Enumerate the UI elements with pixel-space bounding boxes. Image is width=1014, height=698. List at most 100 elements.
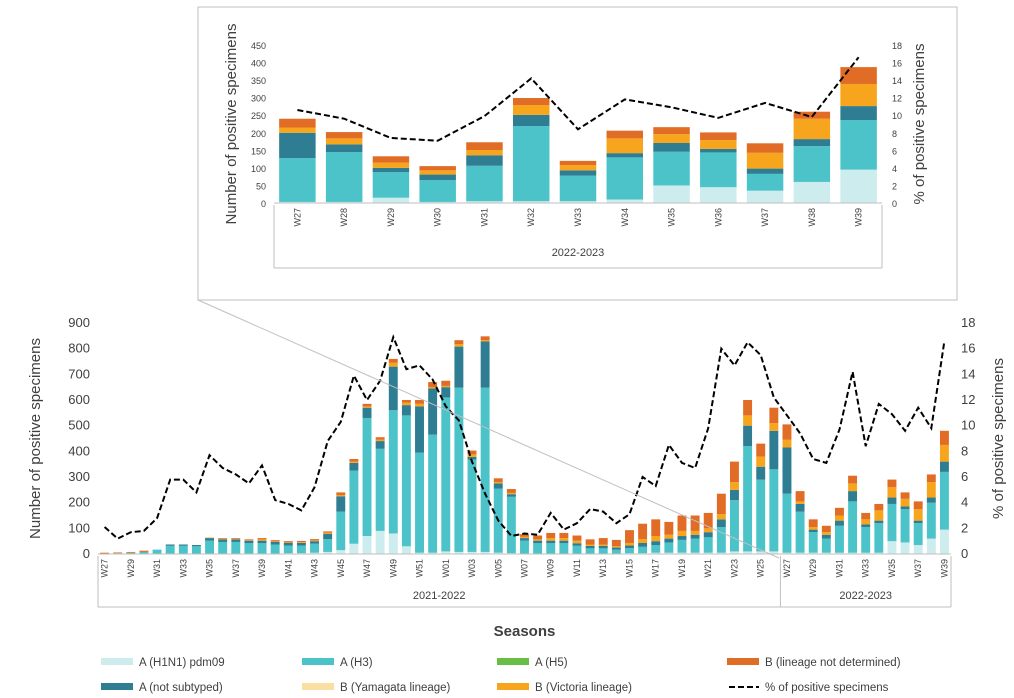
bar-segment (874, 520, 884, 524)
bar-segment (546, 540, 556, 544)
bar-segment (572, 540, 582, 544)
bar-segment (756, 479, 766, 552)
bar-segment (900, 498, 910, 507)
bar-segment (100, 552, 110, 554)
y-tick-label: 300 (251, 94, 266, 104)
bar-segment (388, 362, 398, 367)
bar-segment (388, 358, 398, 363)
x-tick-label: W35 (667, 208, 677, 227)
bar-segment (795, 511, 805, 553)
bar-segment (900, 542, 910, 554)
bar-segment (559, 165, 597, 171)
bar-segment (677, 552, 687, 554)
y2-tick-label: 4 (892, 164, 897, 174)
bar-segment (677, 515, 687, 531)
bar-segment (506, 492, 516, 495)
y2-tick-label: 16 (892, 59, 902, 69)
bar-segment (533, 540, 543, 544)
x-tick-label: W32 (526, 208, 536, 227)
season-label: 2022-2023 (552, 247, 605, 259)
bar-segment (793, 111, 831, 119)
bar-segment (848, 475, 858, 484)
bar-segment (205, 537, 215, 539)
legend-label: B (Yamagata lineage) (340, 682, 451, 694)
x-tick-label: W39 (939, 559, 949, 578)
x-tick-label: W07 (520, 559, 530, 578)
bar-segment (808, 532, 818, 553)
x-tick-label: W37 (231, 559, 241, 578)
y2-tick-label: 8 (892, 129, 897, 139)
bar-segment (861, 524, 871, 528)
bar-segment (874, 552, 884, 554)
legend: A (H1N1) pdm09 A (H3) A (H5) B (lineage not… (101, 657, 901, 694)
bar-segment (559, 201, 597, 203)
bar-segment (388, 410, 398, 534)
bar-segment (336, 550, 346, 554)
bar-segment (677, 536, 687, 540)
x-tick-label: W01 (441, 559, 451, 578)
bar-segment (401, 415, 411, 547)
bar-segment (743, 415, 753, 426)
bar-segment (466, 149, 503, 156)
bar-segment (506, 494, 516, 497)
x-tick-label: W23 (729, 559, 739, 578)
bar-segment (690, 515, 700, 531)
bar-segment (506, 489, 516, 493)
y2-tick-label: 2 (961, 520, 968, 535)
bar-segment (572, 535, 582, 541)
bar-segment (900, 506, 910, 510)
bar-segment (664, 534, 674, 539)
bar-segment (401, 400, 411, 403)
x-tick-label: W25 (756, 559, 766, 578)
legend-swatch (302, 658, 334, 665)
y2-axis-title: % of positive specimens (990, 358, 1007, 519)
bar-segment (512, 114, 550, 127)
bar-segment (283, 542, 293, 543)
bar-segment (231, 539, 241, 542)
x-tick-label: W21 (703, 559, 713, 578)
bar-segment (310, 539, 319, 541)
bar-segment (887, 541, 897, 554)
bar-segment (598, 548, 608, 554)
bar-segment (808, 519, 818, 528)
bar-segment (572, 543, 582, 546)
legend-swatch (727, 658, 759, 665)
bar-segment (441, 380, 451, 386)
bar-segment (441, 387, 451, 398)
bar-segment (362, 403, 372, 407)
bar-segment (520, 534, 529, 537)
bar-segment (793, 146, 831, 182)
y2-tick-label: 16 (961, 341, 975, 356)
bar-segment (585, 545, 595, 549)
y2-tick-label: 12 (961, 392, 975, 407)
bar-segment (375, 530, 385, 554)
bar-segment (349, 461, 359, 463)
bar-segment (336, 494, 346, 497)
bar-segment (467, 459, 477, 552)
bar-segment (506, 496, 516, 554)
bar-segment (821, 552, 831, 554)
bar-segment (585, 544, 595, 546)
bar-segment (139, 550, 149, 552)
bar-segment (690, 538, 700, 553)
bar-segment (310, 543, 319, 553)
bar-segment (808, 529, 818, 533)
bar-segment (480, 336, 490, 341)
bar-segment (743, 400, 753, 416)
bar-segment (178, 545, 188, 554)
bar-segment (756, 456, 766, 467)
callout-line (197, 299, 780, 559)
bar-segment (419, 166, 456, 171)
bar-segment (834, 552, 844, 554)
bar-segment (279, 158, 316, 202)
bar-segment (690, 534, 700, 539)
bar-segment (559, 160, 597, 166)
bar-segment (205, 540, 215, 554)
bar-segment (323, 531, 333, 533)
x-tick-label: W27 (100, 559, 110, 578)
y-tick-label: 200 (68, 495, 90, 510)
bar-segment (746, 173, 784, 191)
bar-segment (887, 497, 897, 504)
bar-segment (653, 134, 690, 143)
bar-segment (625, 548, 634, 554)
